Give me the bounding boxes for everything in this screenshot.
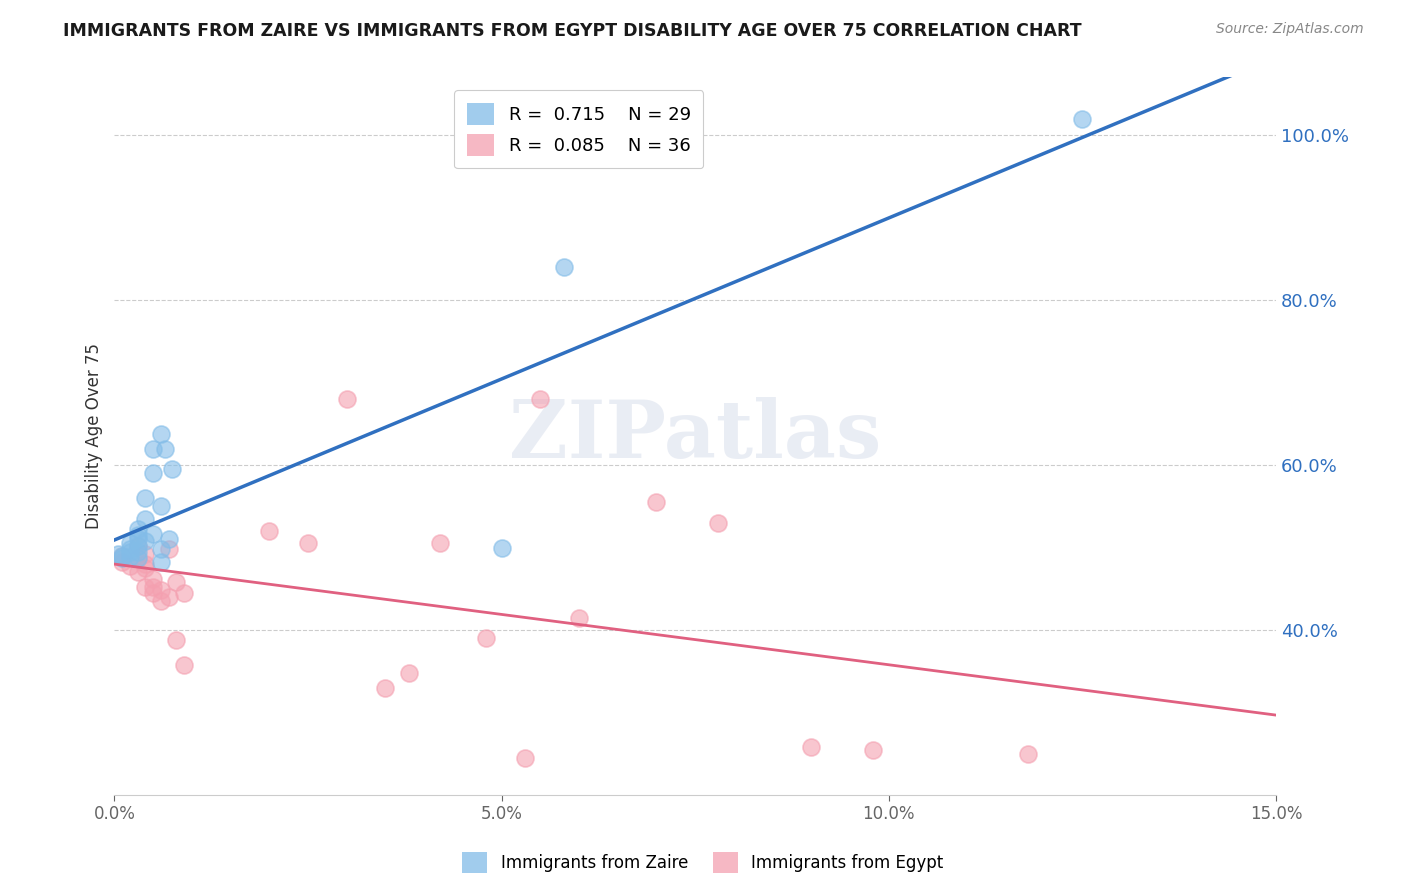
Point bbox=[398, 665, 420, 680]
Point bbox=[142, 572, 165, 586]
Point bbox=[529, 392, 551, 406]
Legend: R =  0.715    N = 29, R =  0.085    N = 36: R = 0.715 N = 29, R = 0.085 N = 36 bbox=[454, 90, 703, 169]
Point bbox=[134, 491, 156, 505]
Point bbox=[173, 586, 195, 600]
Point bbox=[374, 681, 396, 695]
Point bbox=[111, 549, 134, 563]
Point bbox=[1017, 747, 1039, 761]
Point bbox=[127, 539, 149, 553]
Point bbox=[173, 657, 195, 672]
Point bbox=[127, 533, 149, 547]
Y-axis label: Disability Age Over 75: Disability Age Over 75 bbox=[86, 343, 103, 529]
Point bbox=[149, 500, 172, 514]
Point bbox=[118, 545, 141, 559]
Point bbox=[165, 575, 187, 590]
Text: IMMIGRANTS FROM ZAIRE VS IMMIGRANTS FROM EGYPT DISABILITY AGE OVER 75 CORRELATIO: IMMIGRANTS FROM ZAIRE VS IMMIGRANTS FROM… bbox=[63, 22, 1081, 40]
Point bbox=[111, 549, 134, 563]
Point bbox=[153, 442, 176, 456]
Point bbox=[127, 539, 149, 553]
Point bbox=[127, 550, 149, 565]
Point bbox=[568, 611, 591, 625]
Text: Source: ZipAtlas.com: Source: ZipAtlas.com bbox=[1216, 22, 1364, 37]
Point bbox=[142, 580, 165, 594]
Point bbox=[134, 561, 156, 575]
Text: ZIPatlas: ZIPatlas bbox=[509, 397, 882, 475]
Point bbox=[142, 527, 165, 541]
Point bbox=[157, 542, 180, 557]
Point bbox=[149, 583, 172, 598]
Point bbox=[475, 632, 498, 646]
Point bbox=[142, 467, 165, 481]
Point bbox=[165, 632, 187, 647]
Point bbox=[127, 523, 149, 537]
Point bbox=[142, 586, 165, 600]
Point bbox=[259, 524, 281, 538]
Point bbox=[513, 751, 536, 765]
Point bbox=[107, 547, 129, 561]
Legend: Immigrants from Zaire, Immigrants from Egypt: Immigrants from Zaire, Immigrants from E… bbox=[456, 846, 950, 880]
Point bbox=[645, 495, 668, 509]
Point bbox=[134, 547, 156, 561]
Point bbox=[111, 556, 134, 570]
Point bbox=[118, 542, 141, 557]
Point bbox=[336, 392, 359, 406]
Point bbox=[118, 549, 141, 564]
Point bbox=[157, 533, 180, 547]
Point bbox=[142, 442, 165, 456]
Point bbox=[491, 541, 513, 555]
Point bbox=[1071, 112, 1094, 126]
Point bbox=[127, 566, 149, 580]
Point bbox=[707, 516, 730, 530]
Point bbox=[134, 512, 156, 526]
Point bbox=[429, 536, 451, 550]
Point bbox=[157, 590, 180, 604]
Point bbox=[149, 426, 172, 441]
Point bbox=[297, 536, 319, 550]
Point bbox=[862, 742, 884, 756]
Point bbox=[134, 580, 156, 594]
Point bbox=[127, 545, 149, 559]
Point bbox=[111, 551, 134, 566]
Point bbox=[149, 594, 172, 608]
Point bbox=[134, 557, 156, 571]
Point bbox=[553, 260, 575, 275]
Point bbox=[800, 740, 823, 755]
Point bbox=[127, 528, 149, 542]
Point bbox=[118, 536, 141, 550]
Point bbox=[134, 534, 156, 549]
Point bbox=[149, 556, 172, 570]
Point bbox=[118, 558, 141, 573]
Point bbox=[149, 542, 172, 557]
Point bbox=[162, 462, 184, 476]
Point bbox=[127, 550, 149, 565]
